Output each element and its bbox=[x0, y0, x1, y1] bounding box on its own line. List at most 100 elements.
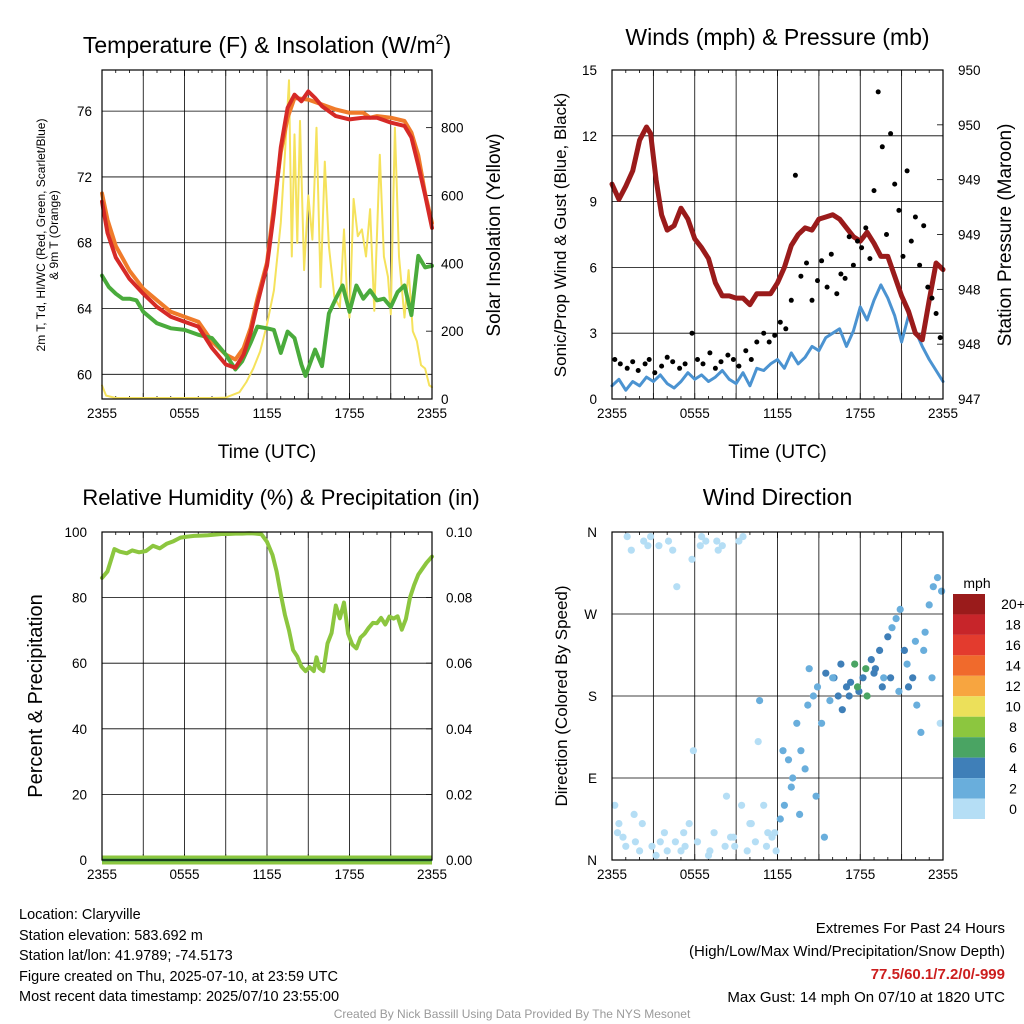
plot-border bbox=[611, 531, 944, 861]
gust-point bbox=[888, 131, 894, 137]
direction-point bbox=[921, 628, 929, 636]
gust-point bbox=[875, 89, 881, 95]
gust-point bbox=[642, 361, 648, 367]
direction-point bbox=[867, 656, 875, 664]
y-axis-label: Sonic/Prop Wind & Gust (Blue, Black) bbox=[551, 93, 570, 377]
x-tick-label: 2355 bbox=[417, 867, 447, 882]
gust-point bbox=[879, 144, 885, 150]
colorbar-swatch bbox=[953, 594, 985, 615]
y-tick-label: N bbox=[587, 853, 597, 868]
direction-point bbox=[685, 820, 693, 828]
colorbar-label: 16 bbox=[1005, 637, 1021, 653]
direction-point bbox=[622, 842, 630, 850]
x-tick-label: 1755 bbox=[845, 406, 875, 421]
x-tick-label: 0555 bbox=[680, 406, 710, 421]
gust-point bbox=[792, 172, 798, 178]
y-axis-label: Direction (Colored By Speed) bbox=[552, 585, 571, 806]
direction-point bbox=[746, 820, 754, 828]
direction-point bbox=[936, 719, 944, 727]
direction-point bbox=[900, 646, 909, 655]
extremes-info: Extremes For Past 24 Hours (High/Low/Max… bbox=[689, 917, 1005, 1009]
gust-point bbox=[736, 363, 742, 369]
direction-point bbox=[738, 801, 746, 809]
y2-tick-label: 948 bbox=[958, 282, 981, 297]
direction-point bbox=[784, 756, 793, 764]
y-tick-label: 40 bbox=[72, 722, 87, 737]
gust-point bbox=[933, 311, 939, 316]
y2-tick-label: 947 bbox=[958, 392, 981, 407]
direction-point bbox=[638, 820, 646, 828]
y2-tick-label: 950 bbox=[958, 63, 981, 78]
direction-point bbox=[929, 583, 937, 591]
direction-point bbox=[771, 829, 779, 837]
x-tick-label: 0555 bbox=[169, 867, 199, 882]
gust-point bbox=[748, 357, 754, 362]
gust-point bbox=[921, 223, 927, 229]
gust-point bbox=[761, 330, 767, 336]
credit-text: Created By Nick Bassill Using Data Provi… bbox=[333, 1007, 691, 1021]
direction-point bbox=[851, 660, 859, 668]
direction-point bbox=[809, 692, 818, 700]
x-tick-label: 2355 bbox=[87, 406, 117, 421]
direction-point bbox=[648, 842, 656, 850]
direction-point bbox=[838, 706, 846, 714]
colorbar-swatch bbox=[953, 696, 985, 717]
direction-point bbox=[671, 838, 680, 846]
y-axis-label: 2m T, Td, HI/WC (Red, Green, Scarlet/Blu… bbox=[34, 119, 61, 352]
extremes-subheading: (High/Low/Max Wind/Precipitation/Snow De… bbox=[689, 943, 1005, 960]
direction-point bbox=[673, 583, 681, 591]
direction-point bbox=[619, 833, 627, 841]
plot-border bbox=[611, 69, 944, 400]
direction-point bbox=[751, 838, 760, 846]
y2-tick-label: 200 bbox=[441, 324, 464, 339]
extremes-values: 77.5/60.1/7.2/0/-999 bbox=[870, 966, 1005, 983]
y2-tick-label: 950 bbox=[958, 118, 981, 133]
direction-point bbox=[644, 542, 652, 550]
gust-point bbox=[743, 348, 749, 354]
direction-point bbox=[859, 674, 867, 682]
direction-point bbox=[627, 546, 635, 554]
x-tick-label: 1155 bbox=[252, 867, 281, 882]
direction-point bbox=[669, 546, 677, 554]
max-gust-text: Max Gust: 14 mph On 07/10 at 1820 UTC bbox=[727, 989, 1005, 1006]
gust-point bbox=[670, 359, 676, 365]
direction-point bbox=[801, 765, 809, 773]
gust-point bbox=[766, 339, 772, 345]
y-tick-label: 64 bbox=[77, 302, 93, 317]
direction-point bbox=[847, 678, 855, 686]
x-tick-label: 2355 bbox=[87, 867, 117, 882]
chart-title: Winds (mph) & Pressure (mb) bbox=[625, 24, 929, 50]
y-tick-label: 0 bbox=[589, 392, 597, 407]
direction-point bbox=[895, 687, 903, 696]
y-tick-label: 60 bbox=[77, 367, 92, 382]
y-tick-label: S bbox=[588, 689, 597, 704]
direction-point bbox=[688, 555, 696, 563]
gust-point bbox=[712, 365, 718, 371]
direction-point bbox=[787, 783, 795, 791]
direction-point bbox=[722, 792, 731, 800]
x-axis-label: Time (UTC) bbox=[218, 442, 317, 463]
direction-point bbox=[829, 674, 837, 682]
gust-point bbox=[777, 319, 783, 325]
direction-point bbox=[731, 842, 739, 850]
direction-point bbox=[689, 747, 698, 755]
gust-point bbox=[884, 232, 889, 237]
y-axis-label: Percent & Precipitation bbox=[25, 594, 47, 797]
gust-point bbox=[730, 357, 736, 362]
direction-point bbox=[826, 697, 834, 705]
direction-point bbox=[656, 838, 664, 846]
y-tick-label: 60 bbox=[72, 656, 87, 671]
latlon-text: Station lat/lon: 41.9789; -74.5173 bbox=[19, 948, 233, 964]
direction-point bbox=[845, 692, 853, 700]
direction-point bbox=[680, 829, 688, 837]
gust-point bbox=[937, 335, 943, 341]
direction-point bbox=[853, 683, 862, 691]
pressure-line bbox=[609, 124, 946, 343]
created-text: Figure created on Thu, 2025-07-10, at 23… bbox=[19, 968, 338, 985]
x-tick-label: 1155 bbox=[763, 406, 792, 421]
colorbar-swatch bbox=[953, 614, 985, 635]
gust-point bbox=[754, 339, 760, 345]
direction-point bbox=[888, 624, 896, 632]
y-tick-label: 12 bbox=[582, 129, 597, 144]
